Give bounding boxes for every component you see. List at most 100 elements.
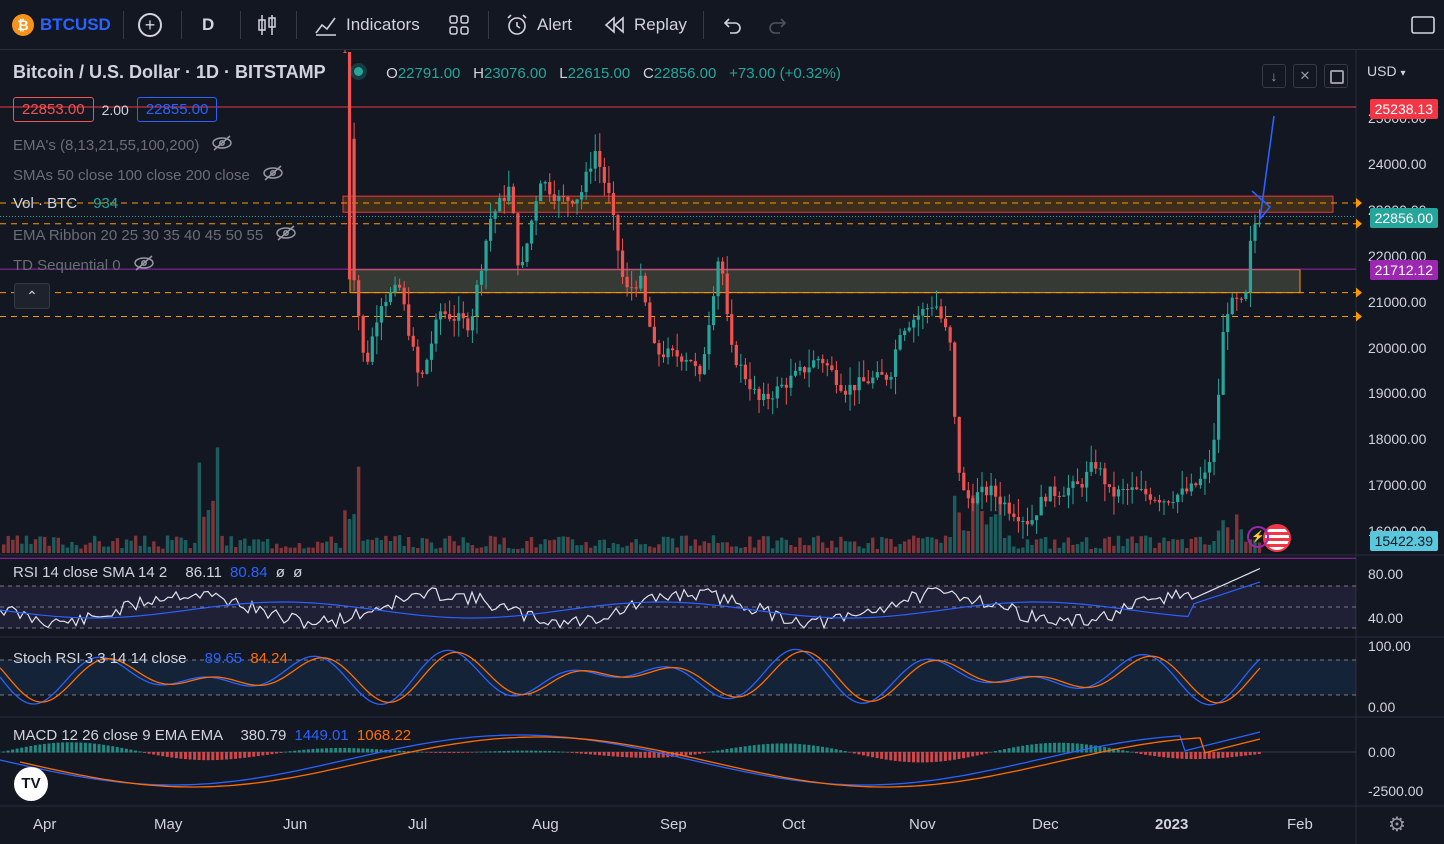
stoch-k-value: 89.65 (204, 650, 243, 667)
candle-body (434, 319, 438, 344)
lightning-event-icon[interactable]: ⚡ (1247, 526, 1269, 548)
candle-body (630, 287, 634, 289)
volume-bar (170, 540, 174, 553)
chart-canvas[interactable] (0, 50, 1444, 844)
undo-button[interactable] (722, 0, 742, 50)
candle-body (1239, 298, 1243, 300)
macd-histogram-bar (548, 751, 551, 753)
macd-histogram-bar (375, 749, 379, 753)
volume-bar (147, 546, 151, 553)
candle-body (420, 372, 424, 374)
interval-button[interactable]: D (202, 15, 215, 34)
volume-bar (370, 539, 374, 553)
macd-histogram-bar (784, 743, 788, 753)
eye-hidden-icon[interactable] (133, 255, 155, 275)
macd-line (0, 731, 1261, 786)
volume-bar (42, 536, 47, 553)
candle-body (671, 348, 675, 351)
layouts-button[interactable] (448, 0, 470, 50)
volume-bar (730, 546, 734, 553)
volume-bar (952, 495, 957, 553)
candle-body (1185, 488, 1189, 492)
volume-bar (939, 542, 943, 553)
compare-add-symbol-button[interactable]: + (138, 0, 162, 50)
level-marker (1356, 218, 1362, 229)
volume-bar (356, 466, 361, 553)
volume-bar (1116, 535, 1121, 553)
chevron-down-icon: ▾ (1400, 68, 1406, 79)
volume-bar (548, 540, 552, 553)
indicators-label: Indicators (346, 15, 420, 34)
volume-bar (120, 548, 124, 553)
candle-body (1148, 494, 1152, 500)
macd-histogram-bar (202, 752, 206, 761)
volume-bar (652, 547, 657, 553)
candle-body (953, 342, 957, 417)
macd-histogram-bar (1144, 752, 1148, 755)
macd-histogram-bar (343, 747, 347, 753)
macd-legend[interactable]: MACD 12 26 close 9 EMA EMA 380.79 1449.0… (13, 727, 411, 744)
macd-histogram-bar (989, 752, 993, 753)
volume-bar (598, 540, 602, 553)
volume-bar (734, 546, 738, 553)
bid-button[interactable]: 22853.00 (13, 97, 94, 122)
study-volume-value: 934 (93, 195, 119, 212)
maximize-pane-button[interactable] (1324, 64, 1348, 88)
study-volume[interactable]: Vol · BTC 934 (13, 195, 118, 212)
indicators-button[interactable]: Indicators (314, 0, 420, 50)
fullscreen-button[interactable] (1411, 0, 1435, 50)
volume-bar (889, 538, 893, 553)
candle-body (507, 186, 511, 201)
volume-bar (566, 536, 570, 553)
collapse-pane-button[interactable]: ✕ (1293, 64, 1317, 88)
study-ema-ribbon[interactable]: EMA Ribbon 20 25 30 35 40 45 50 55 (13, 225, 297, 245)
volume-bar (789, 545, 793, 553)
macd-histogram-bar (443, 752, 447, 753)
volume-bar (834, 547, 839, 553)
macd-histogram-bar (1057, 742, 1061, 753)
volume-bar (1103, 538, 1107, 553)
stoch-rsi-legend[interactable]: Stoch RSI 3 3 14 14 close 89.65 84.24 (13, 650, 288, 667)
macd-histogram-bar (215, 752, 219, 760)
macd-histogram-bar (734, 747, 738, 753)
candle-body (375, 322, 379, 337)
collapse-legend-button[interactable]: ⌃ (14, 283, 50, 309)
alert-button[interactable]: Alert (505, 0, 572, 50)
ask-button[interactable]: 22855.00 (136, 97, 218, 122)
candle-body (1235, 297, 1239, 299)
study-td-sequential[interactable]: TD Sequential 0 (13, 255, 155, 275)
currency-select[interactable]: USD ▾ (1367, 63, 1405, 79)
macd-histogram-bar (61, 742, 65, 753)
macd-histogram-bar (111, 746, 115, 753)
bitcoin-logo-icon: ₿ (12, 14, 34, 36)
macd-histogram-bar (1112, 748, 1116, 753)
candle-body (357, 280, 361, 316)
candle-body (880, 372, 884, 375)
study-ema[interactable]: EMA's (8,13,21,55,100,200) (13, 135, 233, 155)
macd-histogram-bar (1253, 752, 1257, 755)
macd-histogram-bar (679, 752, 683, 757)
candle-body (807, 367, 811, 373)
scroll-down-button[interactable]: ↓ (1262, 64, 1286, 88)
volume-bar (588, 547, 593, 553)
replay-button[interactable]: Replay (604, 0, 687, 50)
eye-hidden-icon[interactable] (275, 225, 297, 245)
redo-button[interactable] (768, 0, 788, 50)
macd-histogram-bar (379, 749, 383, 753)
volume-bar (766, 536, 770, 553)
symbol-search[interactable]: ₿ BTCUSD (12, 0, 111, 50)
volume-bar (602, 539, 606, 553)
study-sma[interactable]: SMAs 50 close 100 close 200 close (13, 165, 284, 185)
chart-settings-button[interactable]: ⚙ (1388, 812, 1406, 837)
rsi-sma-value: 80.84 (230, 564, 268, 581)
chart-type-button[interactable] (256, 0, 278, 50)
volume-bar (1030, 545, 1034, 553)
volume-bar (388, 541, 393, 553)
candle-body (502, 198, 506, 201)
eye-hidden-icon[interactable] (262, 165, 284, 185)
volume-bar (188, 548, 192, 553)
eye-hidden-icon[interactable] (211, 135, 233, 155)
macd-histogram-bar (620, 752, 624, 758)
tradingview-logo-icon[interactable]: TV (14, 767, 48, 801)
rsi-legend[interactable]: RSI 14 close SMA 14 2 86.11 80.84 ø ø (13, 564, 302, 581)
